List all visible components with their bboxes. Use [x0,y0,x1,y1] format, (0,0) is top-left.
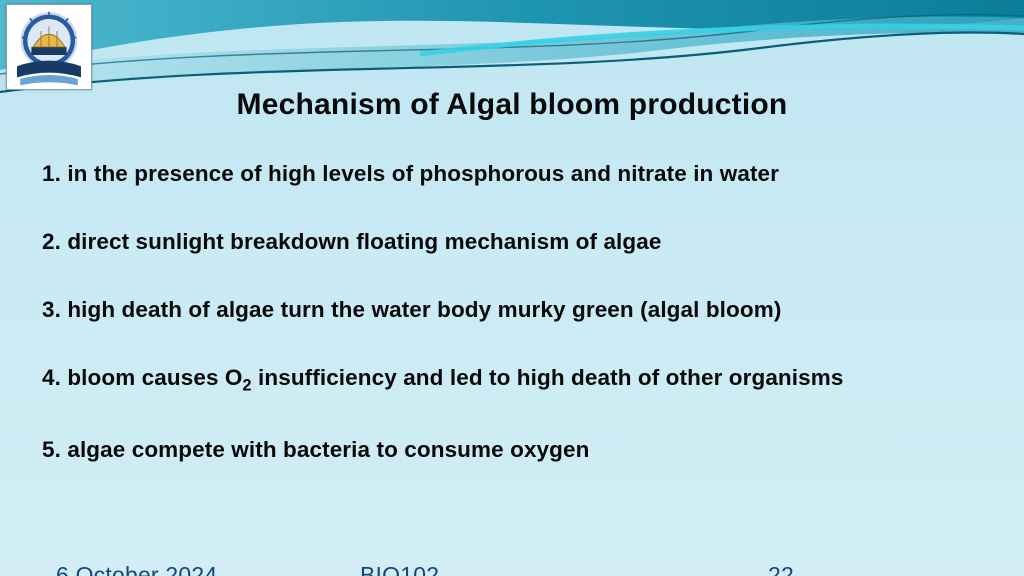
item-text-post: insufficiency and led to high death of o… [252,365,844,390]
item-number: 3 [42,297,55,322]
item-number: 4 [42,365,55,390]
item-number: 5 [42,437,55,462]
item-text: high death of algae turn the water body … [67,297,781,322]
item-text: direct sunlight breakdown floating mecha… [67,229,661,254]
list-item: 2. direct sunlight breakdown floating me… [42,228,982,256]
footer-date: 6 October 2024 [56,562,217,576]
list-item: 5. algae compete with bacteria to consum… [42,436,982,464]
item-subscript: 2 [243,377,252,395]
footer-course: BIO102 [360,562,439,576]
list-item: 4. bloom causes O2 insufficiency and led… [42,364,982,396]
item-text: in the presence of high levels of phosph… [67,161,779,186]
item-text-pre: bloom causes O [67,365,242,390]
crest-icon [9,7,89,87]
item-number: 2 [42,229,55,254]
item-text: algae compete with bacteria to consume o… [67,437,589,462]
list-item: 1. in the presence of high levels of pho… [42,160,982,188]
footer-page: 22 [768,562,794,576]
slide-title: Mechanism of Algal bloom production [0,88,1024,122]
slide: Mechanism of Algal bloom production 1. i… [0,0,1024,576]
list-item: 3. high death of algae turn the water bo… [42,296,982,324]
item-number: 1 [42,161,55,186]
university-logo [6,4,92,90]
bullet-list: 1. in the presence of high levels of pho… [42,160,982,504]
